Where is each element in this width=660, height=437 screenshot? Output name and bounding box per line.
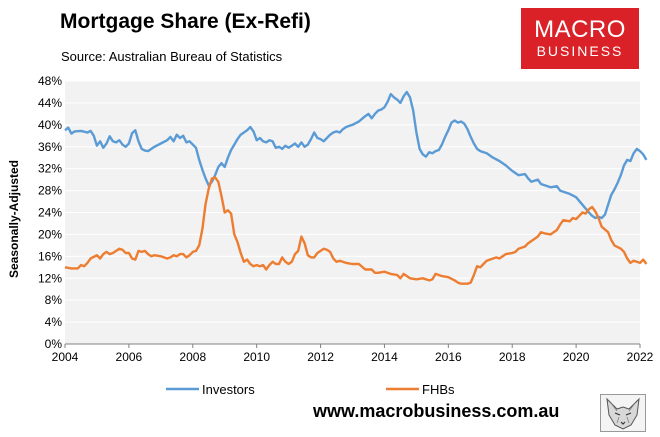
series-line-investors [64,90,648,220]
logo-line-1: MACRO [534,16,626,43]
x-tick-label: 2014 [371,350,398,364]
series-line-fhbs [64,176,648,285]
chart-title: Mortgage Share (Ex-Refi) [60,10,311,33]
y-tick-label: 20% [38,227,62,241]
y-tick-label: 24% [38,206,62,220]
y-tick-label: 0% [45,337,63,351]
y-tick-label: 48% [38,74,62,88]
wolf-logo [600,394,646,432]
y-tick-label: 28% [38,184,62,198]
y-tick-label: 36% [38,140,62,154]
y-tick-label: 32% [38,162,62,176]
x-tick-label: 2022 [627,350,654,364]
legend-label-fhbs: FHBs [422,382,455,397]
y-tick-label: 4% [45,315,63,329]
x-tick-label: 2016 [435,350,462,364]
x-tick-label: 2008 [179,350,206,364]
x-tick-label: 2020 [563,350,590,364]
y-tick-label: 16% [38,249,62,263]
y-tick-label: 8% [45,293,63,307]
website-url: www.macrobusiness.com.au [313,401,560,421]
x-tick-label: 2012 [307,350,334,364]
x-tick-label: 2010 [243,350,270,364]
x-tick-label: 2004 [52,350,79,364]
y-tick-label: 44% [38,96,62,110]
y-tick-label: 40% [38,118,62,132]
legend-label-investors: Investors [202,382,255,397]
chart-source: Source: Australian Bureau of Statistics [61,49,283,64]
macrobusiness-logo: MACRO BUSINESS [521,8,639,69]
y-tick-label: 12% [38,271,62,285]
logo-line-2: BUSINESS [536,43,624,59]
x-tick-label: 2018 [499,350,526,364]
x-tick-label: 2006 [116,350,143,364]
